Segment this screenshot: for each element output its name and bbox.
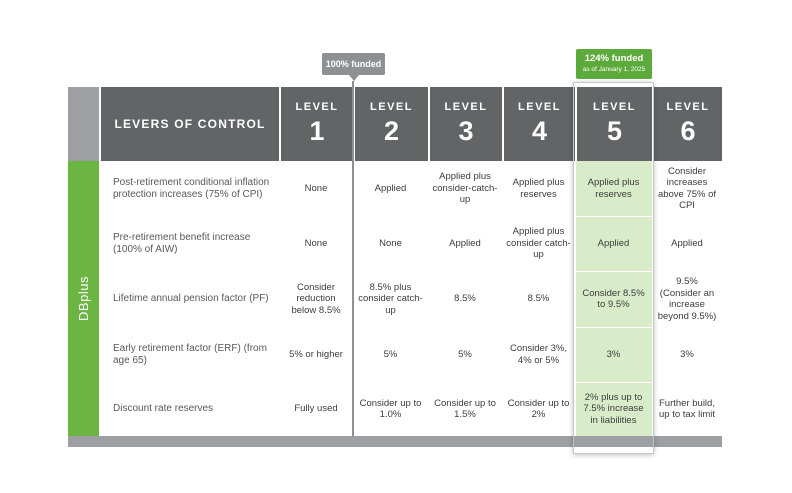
cell-level-3: Applied <box>449 237 481 249</box>
cell-level-3: 5% <box>458 348 472 360</box>
header-level-number: 2 <box>383 116 400 146</box>
cell-level-6: Applied <box>671 237 703 249</box>
cell-level-3: Consider up to 1.5% <box>434 397 496 421</box>
header-level-number: 4 <box>531 116 548 146</box>
cell-level-1: 5% or higher <box>289 348 343 360</box>
cell-level-1: Consider reduction below 8.5% <box>291 281 341 316</box>
row-label: Discount rate reserves <box>113 403 214 414</box>
header-level-word: LEVEL <box>295 101 339 113</box>
cell-level-5: 2% plus up to 7.5% increase in liabiliti… <box>575 382 652 436</box>
column-divider <box>502 161 503 436</box>
funded-100-callout: 100% funded <box>322 53 385 75</box>
level-5-highlight-frame <box>573 82 654 454</box>
header-level-number: 5 <box>606 116 623 146</box>
header-level-word: LEVEL <box>666 101 710 113</box>
row-divider <box>99 327 722 328</box>
row-label: Lifetime annual pension factor (PF) <box>113 293 269 304</box>
cell-level-6: Consider increases above 75% of CPI <box>657 165 717 212</box>
cell-level-4: Applied plus consider catch-up <box>506 226 571 261</box>
cell-level-6: 3% <box>680 348 694 360</box>
funded-124-date: as of January 1, 2025 <box>582 66 646 73</box>
cell-level-5: Applied <box>575 216 652 271</box>
row-label: Post-retirement conditional inflation pr… <box>113 176 270 200</box>
funded-100-marker-line <box>352 81 354 437</box>
header-level-number: 3 <box>458 116 474 146</box>
column-divider <box>428 161 429 436</box>
cell-level-5: Consider 8.5% to 9.5% <box>575 271 652 327</box>
side-strip-gray <box>68 87 99 161</box>
header-levers-of-control: LEVERS OF CONTROL <box>99 87 279 161</box>
cell-level-4: Consider 3%, 4% or 5% <box>509 343 568 366</box>
cell-level-1: None <box>304 182 328 194</box>
cell-level-5: 3% <box>575 327 652 382</box>
header-level-number: 1 <box>309 116 325 146</box>
row-divider <box>99 271 722 272</box>
funded-124-label: 124% funded <box>584 53 644 64</box>
header-level-6: LEVEL 6 <box>652 87 722 161</box>
cell-level-2: 8.5% plus consider catch-up <box>358 281 423 316</box>
table-bottom-bar <box>68 436 722 447</box>
cell-level-2: 5% <box>383 348 398 360</box>
row-divider <box>99 382 722 383</box>
cell-level-4: Consider up to 2% <box>507 397 570 421</box>
header-level-4: LEVEL 4 <box>502 87 575 161</box>
header-level-5: LEVEL 5 <box>575 87 652 161</box>
side-strip-green <box>68 161 99 436</box>
cell-level-3: Applied plus consider-catch-up <box>432 171 498 206</box>
header-level-2: LEVEL 2 <box>353 87 428 161</box>
cell-level-6: Further build, up to tax limit <box>659 397 715 421</box>
header-level-word: LEVEL <box>593 101 636 113</box>
funded-100-arrow-icon <box>349 75 359 81</box>
cell-level-3: 8.5% <box>454 293 476 305</box>
cell-level-4: Applied plus reserves <box>512 177 565 200</box>
cell-level-2: Consider up to 1.0% <box>359 397 422 421</box>
header-level-word: LEVEL <box>370 101 413 113</box>
cell-level-2: None <box>379 237 402 249</box>
row-divider <box>99 216 722 217</box>
cell-level-6: 9.5% (Consider an increase beyond 9.5%) <box>657 276 717 322</box>
cell-level-4: 8.5% <box>527 293 550 305</box>
column-divider <box>652 161 653 436</box>
funded-124-callout: 124% funded as of January 1, 2025 <box>576 49 652 79</box>
cell-level-1: Fully used <box>294 403 338 415</box>
row-label: Pre-retirement benefit increase (100% of… <box>113 231 251 255</box>
header-level-number: 6 <box>680 116 696 146</box>
header-level-1: LEVEL 1 <box>279 87 353 161</box>
column-divider <box>279 161 280 436</box>
cell-level-2: Applied <box>374 182 407 194</box>
header-level-word: LEVEL <box>444 101 488 113</box>
column-divider <box>575 161 576 436</box>
header-level-word: LEVEL <box>518 101 561 113</box>
header-level-3: LEVEL 3 <box>428 87 502 161</box>
cell-level-1: None <box>304 237 328 249</box>
side-label: DBplus <box>76 276 92 321</box>
cell-level-5: Applied plus reserves <box>575 161 652 216</box>
row-label: Early retirement factor (ERF) (from age … <box>113 342 267 366</box>
